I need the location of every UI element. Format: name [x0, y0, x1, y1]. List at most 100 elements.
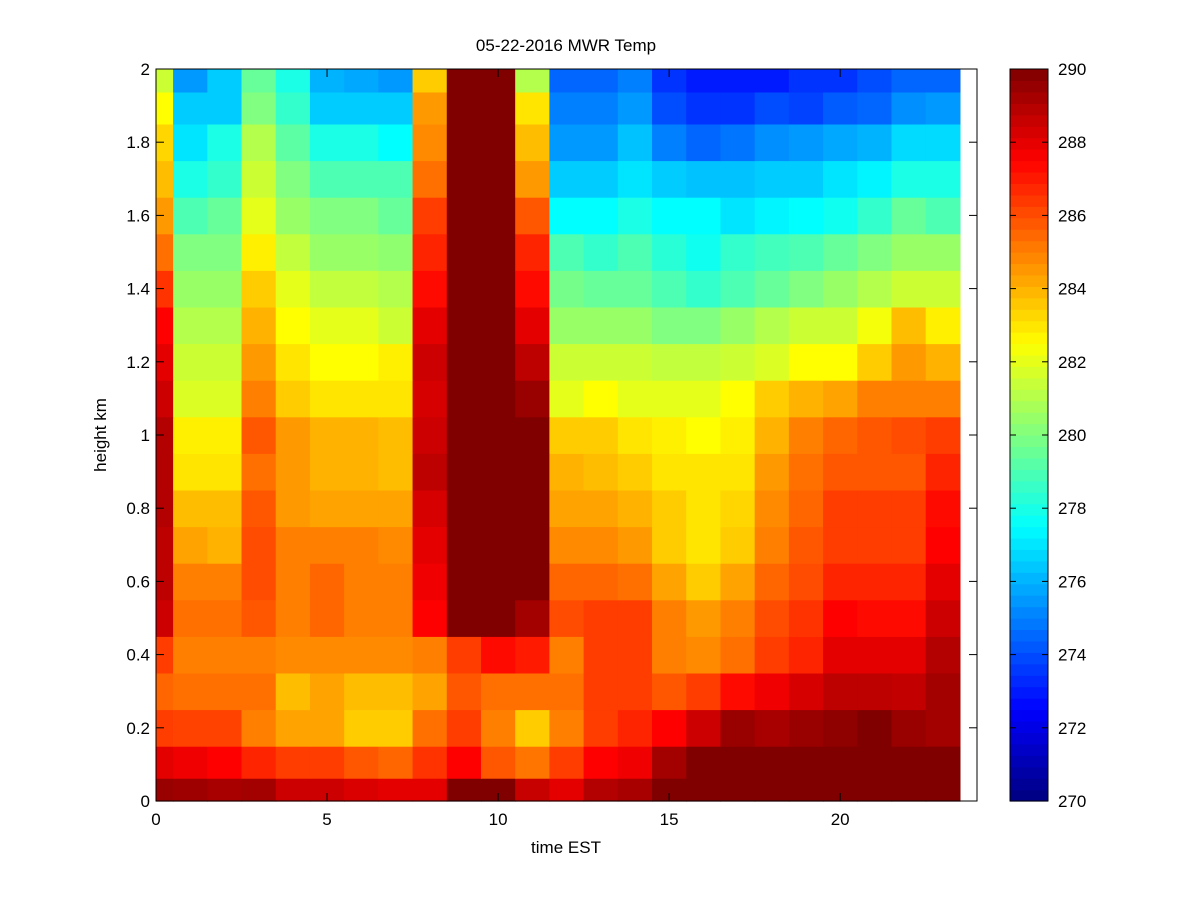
heatmap-cell	[173, 270, 208, 308]
colorbar-segment	[1010, 549, 1048, 562]
heatmap-cell	[515, 709, 550, 747]
heatmap-cell	[446, 91, 482, 125]
heatmap-cell	[925, 69, 961, 93]
heatmap-cell	[515, 526, 550, 564]
colorbar-segment	[1010, 217, 1048, 230]
colorbar-segment	[1010, 389, 1048, 402]
colorbar-segment	[1010, 778, 1048, 791]
heatmap-cell	[378, 343, 414, 381]
heatmap-cell	[720, 343, 756, 381]
heatmap-cell	[652, 380, 687, 418]
heatmap-cell	[788, 69, 824, 93]
heatmap-cell	[344, 306, 379, 345]
heatmap-cell	[788, 197, 824, 235]
heatmap-cell	[549, 709, 585, 747]
heatmap-cell	[173, 489, 208, 528]
heatmap-cell	[515, 270, 550, 308]
heatmap-cell	[241, 69, 277, 93]
heatmap-cell	[857, 270, 893, 308]
heatmap-cell	[549, 197, 585, 235]
heatmap-cell	[754, 636, 790, 674]
heatmap-cell	[617, 746, 653, 779]
heatmap-cell	[275, 69, 311, 93]
heatmap-cell	[173, 526, 208, 564]
y-tick-label: 1.8	[126, 133, 150, 152]
heatmap-cell	[720, 233, 756, 271]
heatmap-cell	[344, 636, 379, 674]
heatmap-cell	[857, 343, 893, 381]
colorbar-segment	[1010, 709, 1048, 722]
heatmap-cell	[446, 746, 482, 779]
heatmap-cell	[891, 599, 927, 637]
y-tick-label: 0	[141, 792, 150, 811]
heatmap-cell	[857, 489, 893, 528]
heatmap-cell	[412, 636, 448, 674]
heatmap-cell	[412, 306, 448, 345]
colorbar-tick-label: 270	[1058, 792, 1086, 811]
heatmap-cell	[788, 306, 824, 345]
heatmap-cell	[480, 526, 516, 564]
heatmap-cell	[446, 526, 482, 564]
heatmap-cell	[480, 380, 516, 418]
heatmap-cell	[583, 197, 619, 235]
heatmap-cell	[617, 91, 653, 125]
heatmap-cell	[378, 123, 414, 162]
heatmap-cell	[925, 636, 961, 674]
heatmap-cell	[823, 306, 858, 345]
heatmap-cell	[823, 746, 858, 779]
heatmap-cell	[412, 343, 448, 381]
colorbar-segment	[1010, 412, 1048, 425]
heatmap-cell	[617, 197, 653, 235]
heatmap-cell	[207, 160, 243, 198]
heatmap-cell	[857, 69, 893, 93]
heatmap-cell	[720, 416, 756, 454]
heatmap-cell	[515, 563, 550, 601]
heatmap-cell	[344, 746, 379, 779]
heatmap-cell	[823, 526, 858, 564]
heatmap-cell	[686, 343, 722, 381]
heatmap-cell	[686, 563, 722, 601]
heatmap-cell	[344, 123, 379, 162]
heatmap-cell	[480, 233, 516, 271]
heatmap-cell	[207, 306, 243, 345]
heatmap-cell	[412, 599, 448, 637]
x-tick-label: 15	[660, 810, 679, 829]
heatmap-cell	[241, 453, 277, 491]
heatmap-cell	[686, 453, 722, 491]
heatmap-cell	[617, 526, 653, 564]
heatmap-cell	[891, 233, 927, 271]
heatmap-cell	[207, 91, 243, 125]
heatmap-cell	[925, 123, 961, 162]
heatmap-cell	[823, 416, 858, 454]
heatmap-cell	[891, 526, 927, 564]
heatmap-cell	[173, 778, 208, 802]
heatmap-cell	[925, 416, 961, 454]
heatmap-cell	[652, 672, 687, 711]
heatmap-cell	[412, 709, 448, 747]
colorbar-segment	[1010, 160, 1048, 173]
heatmap-cell	[156, 343, 174, 381]
heatmap-cell	[412, 197, 448, 235]
heatmap-cell	[583, 343, 619, 381]
heatmap-cell	[549, 416, 585, 454]
heatmap-cell	[344, 778, 379, 802]
heatmap-cell	[583, 160, 619, 198]
heatmap-cell	[720, 746, 756, 779]
heatmap-cell	[617, 69, 653, 93]
heatmap-cell	[207, 69, 243, 93]
heatmap-cell	[857, 160, 893, 198]
heatmap-cell	[378, 69, 414, 93]
colorbar-segment	[1010, 332, 1048, 345]
heatmap-cell	[156, 709, 174, 747]
heatmap-cell	[583, 380, 619, 418]
heatmap-cell	[583, 91, 619, 125]
heatmap-cell	[156, 636, 174, 674]
heatmap-cell	[720, 160, 756, 198]
colorbar-segment	[1010, 366, 1048, 379]
heatmap-cell	[549, 672, 585, 711]
y-tick-label: 0.8	[126, 499, 150, 518]
heatmap-cell	[754, 746, 790, 779]
heatmap-cell	[652, 306, 687, 345]
heatmap-cell	[207, 778, 243, 802]
heatmap-cell	[823, 91, 858, 125]
